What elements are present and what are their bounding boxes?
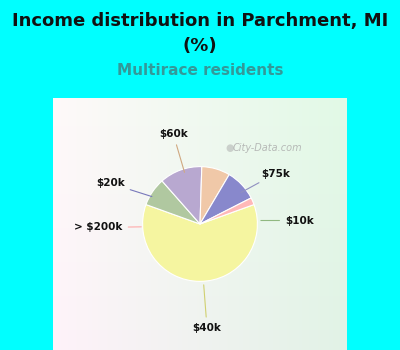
Text: $10k: $10k <box>261 216 314 225</box>
Wedge shape <box>162 167 202 224</box>
Text: City-Data.com: City-Data.com <box>233 143 302 153</box>
Wedge shape <box>200 167 229 224</box>
Text: Multirace residents: Multirace residents <box>117 63 283 78</box>
Text: Income distribution in Parchment, MI: Income distribution in Parchment, MI <box>12 12 388 30</box>
Text: $20k: $20k <box>96 178 152 197</box>
Text: (%): (%) <box>183 37 217 55</box>
Text: $75k: $75k <box>241 169 290 192</box>
Text: > $200k: > $200k <box>74 223 141 232</box>
Text: $60k: $60k <box>159 130 188 172</box>
Wedge shape <box>146 181 200 224</box>
Wedge shape <box>200 198 254 224</box>
Wedge shape <box>143 204 257 281</box>
Wedge shape <box>200 175 251 224</box>
Text: ●: ● <box>225 143 234 153</box>
Text: $40k: $40k <box>192 285 222 332</box>
